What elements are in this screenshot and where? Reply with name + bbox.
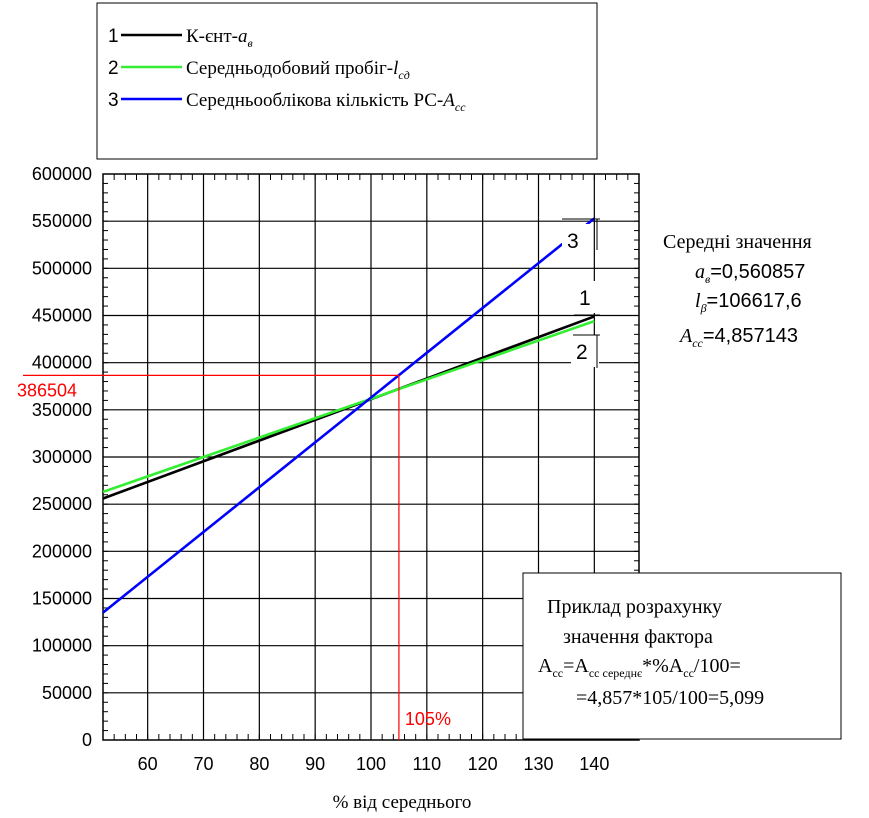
example-b-sub: сс середнє	[589, 666, 642, 680]
y-tick-label: 200000	[32, 541, 92, 561]
mean-A: Aсс=4,857143	[678, 325, 798, 350]
legend-label-2: Середньодобовий пробіг-lсд	[186, 58, 410, 82]
legend-var-sub: сс	[455, 100, 466, 114]
example-c-sub: сс	[683, 666, 694, 680]
mean-l: lβ=106617,6	[695, 290, 802, 315]
y-tick-label: 600000	[32, 164, 92, 184]
y-tick-label: 350000	[32, 400, 92, 420]
y-tick-label: 150000	[32, 589, 92, 609]
end-label-3: 3	[567, 230, 579, 253]
marker-x-label: 105%	[405, 709, 451, 729]
x-tick-labels: 60 70 80 90 100 110 120 130 140	[138, 754, 610, 774]
legend-var: a	[238, 26, 248, 47]
mean-var: a	[695, 261, 705, 283]
end-label-bg-1	[574, 281, 602, 313]
legend: 1 К-єнт-aв 2 Середньодобовий пробіг-lсд 3 Сер…	[96, 2, 598, 160]
means-title: Середні значення	[663, 231, 812, 253]
example-line-1: Приклад розрахунку	[547, 596, 722, 618]
series-line-3	[102, 217, 596, 614]
legend-var-sub: в	[247, 36, 252, 50]
example-eq: =A	[563, 655, 589, 677]
x-tick-label: 120	[468, 754, 498, 774]
y-tick-label: 100000	[32, 636, 92, 656]
y-tick-labels: 0 50000 100000 150000 200000 250000 300000 3500…	[32, 164, 92, 750]
means-block: Середні значення aв=0,560857lβ=106617,6A…	[663, 231, 812, 350]
example-a: A	[538, 655, 553, 677]
mean-value: =0,560857	[710, 261, 805, 283]
end-label-2: 2	[576, 341, 588, 364]
mean-a: aв=0,560857	[695, 261, 805, 286]
end-label-bg-2	[571, 335, 599, 367]
legend-number-3: 3	[108, 90, 119, 111]
y-tick-label: 300000	[32, 447, 92, 467]
example-a-sub: сс	[552, 666, 563, 680]
series-lines	[102, 217, 596, 614]
example-line-2: значення фактора	[563, 626, 713, 648]
legend-label-3: Середньооблікова кількість РС-Aсс	[186, 90, 466, 114]
x-tick-label: 140	[579, 754, 609, 774]
y-tick-label: 450000	[32, 306, 92, 326]
series-end-labels: 1 2 3	[562, 218, 602, 368]
example-line-3: Aсс=Aсс середнє*%Aсс/100=	[538, 655, 741, 680]
legend-number-2: 2	[108, 58, 119, 79]
y-tick-label: 0	[82, 730, 92, 750]
marker-lines: 386504 105%	[17, 374, 451, 740]
legend-number-1: 1	[108, 26, 119, 47]
x-tick-label: 70	[193, 754, 213, 774]
mean-var: l	[695, 290, 701, 312]
legend-label-1: К-єнт-aв	[186, 26, 253, 50]
end-label-1: 1	[579, 287, 591, 310]
y-tick-label: 250000	[32, 494, 92, 514]
mean-sub: сс	[692, 336, 703, 350]
x-tick-label: 60	[138, 754, 158, 774]
mean-var: A	[678, 325, 693, 347]
example-box: Приклад розрахунку значення фактора Aсс=…	[522, 572, 842, 740]
legend-var-sub: сд	[398, 68, 409, 82]
legend-items: 1 К-єнт-aв 2 Середньодобовий пробіг-lсд 3 Сер…	[108, 26, 466, 114]
legend-text: Середньодобовий пробіг-	[186, 58, 393, 79]
example-mid: *%A	[642, 655, 684, 677]
mean-sub: β	[700, 301, 707, 315]
x-tick-label: 110	[412, 754, 441, 774]
x-tick-label: 90	[305, 754, 325, 774]
mean-value: =4,857143	[703, 325, 798, 347]
mean-sub: в	[705, 272, 710, 286]
series-line-2	[102, 319, 595, 494]
x-axis-label: % від середнього	[333, 792, 472, 813]
marker-y-label: 386504	[17, 380, 77, 400]
y-tick-label: 400000	[32, 353, 92, 373]
example-frame	[522, 572, 842, 740]
example-end: /100=	[694, 655, 741, 677]
legend-var: A	[441, 90, 455, 111]
legend-text: Середньооблікова кількість РС-	[186, 90, 443, 111]
legend-text: К-єнт-	[186, 26, 238, 47]
x-tick-label: 130	[523, 754, 553, 774]
x-tick-label: 80	[249, 754, 269, 774]
y-tick-label: 500000	[32, 258, 92, 278]
legend-var: l	[393, 58, 398, 79]
legend-frame	[96, 2, 598, 160]
end-label-bg-3	[562, 224, 590, 256]
example-line-4: =4,857*105/100=5,099	[576, 687, 764, 709]
mean-value: =106617,6	[707, 290, 802, 312]
x-tick-label: 100	[356, 754, 386, 774]
y-tick-label: 550000	[32, 211, 92, 231]
y-tick-label: 50000	[42, 683, 92, 703]
